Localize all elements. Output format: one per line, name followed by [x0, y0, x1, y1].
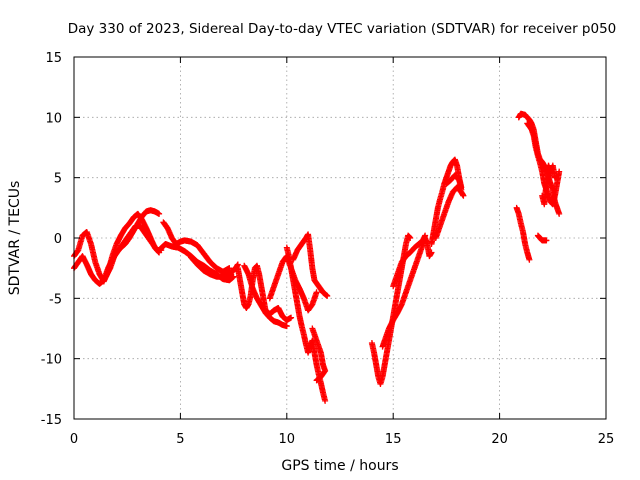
data-point [288, 314, 295, 321]
data-point [283, 323, 290, 330]
data-point [407, 235, 414, 241]
data-point [226, 265, 233, 272]
x-tick-label: 0 [70, 432, 78, 447]
y-axis-label: SDTVAR / TECUs [7, 181, 23, 296]
data-point [156, 210, 163, 217]
x-tick-label: 15 [385, 432, 402, 447]
x-tick-label: 5 [176, 432, 184, 447]
data-point [324, 292, 331, 299]
data-point [313, 377, 320, 384]
x-tick-labels: 0 5 10 15 20 25 [70, 432, 614, 447]
x-tick-label: 25 [598, 432, 615, 447]
grid [74, 57, 606, 419]
y-tick-label: 5 [54, 172, 62, 187]
y-tick-label: -5 [49, 292, 62, 307]
data-points [71, 110, 563, 404]
data-point [526, 256, 533, 263]
data-point [556, 210, 563, 217]
chart-title: Day 330 of 2023, Sidereal Day-to-day VTE… [68, 21, 617, 37]
y-tick-label: -15 [41, 413, 62, 428]
y-tick-label: -10 [41, 353, 62, 368]
y-tick-labels: -15 -10 -5 0 5 10 15 [41, 51, 62, 428]
data-point [551, 174, 558, 181]
y-tick-label: 15 [45, 51, 62, 66]
data-point [458, 186, 465, 193]
data-point [313, 289, 320, 296]
x-axis-label: GPS time / hours [281, 458, 398, 474]
x-tick-label: 20 [491, 432, 508, 447]
data-point [556, 168, 563, 175]
data-point [460, 192, 467, 199]
data-point [543, 237, 550, 244]
data-point [428, 249, 435, 256]
y-tick-label: 0 [54, 232, 62, 247]
data-point [422, 232, 429, 239]
data-point [230, 273, 237, 280]
y-tick-label: 10 [45, 111, 62, 126]
axis-ticks [73, 56, 607, 420]
x-tick-label: 10 [279, 432, 296, 447]
data-point [322, 397, 329, 404]
